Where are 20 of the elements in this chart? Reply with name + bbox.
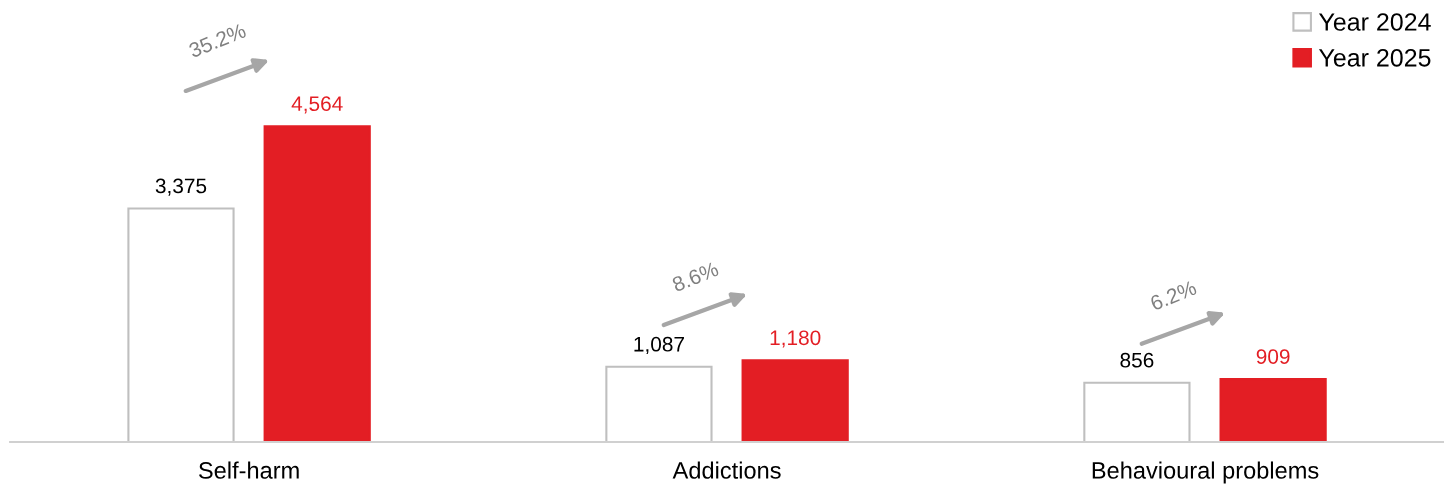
legend-label: Year 2025 bbox=[1318, 48, 1431, 67]
annotation: 8.6% bbox=[671, 261, 720, 293]
bar bbox=[263, 125, 371, 443]
x-tick-label: Self-harm bbox=[199, 461, 299, 479]
bar bbox=[1219, 378, 1327, 443]
legend-label: Year 2024 bbox=[1318, 13, 1431, 31]
text: 35.2% bbox=[187, 22, 247, 59]
annotation: 6.2% bbox=[1149, 280, 1198, 311]
data-label: 856 bbox=[1120, 352, 1154, 368]
data-label: 4,564 bbox=[291, 96, 343, 114]
data-label: 909 bbox=[1256, 349, 1290, 364]
bar bbox=[741, 359, 849, 443]
x-tick-label: Behavioural problems bbox=[1092, 461, 1319, 484]
data-label: 3,375 bbox=[155, 178, 207, 196]
data-label: 1,180 bbox=[770, 330, 821, 348]
x-tick-label: Addictions bbox=[672, 461, 781, 479]
bar bbox=[605, 365, 713, 443]
data-label: 1,087 bbox=[634, 336, 684, 355]
bar bbox=[1083, 381, 1191, 443]
bar bbox=[127, 207, 235, 443]
